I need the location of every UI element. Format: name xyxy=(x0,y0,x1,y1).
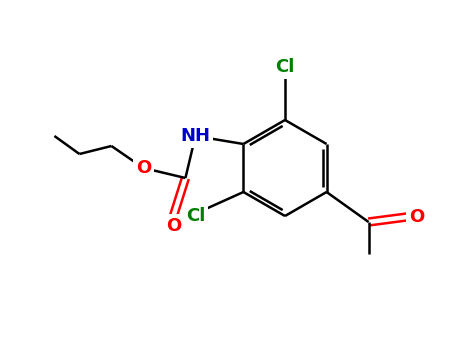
Text: NH: NH xyxy=(181,127,210,145)
Text: Cl: Cl xyxy=(186,207,205,225)
Text: Cl: Cl xyxy=(275,58,295,76)
Text: O: O xyxy=(166,217,181,235)
Text: O: O xyxy=(136,159,151,177)
Text: O: O xyxy=(409,208,424,226)
